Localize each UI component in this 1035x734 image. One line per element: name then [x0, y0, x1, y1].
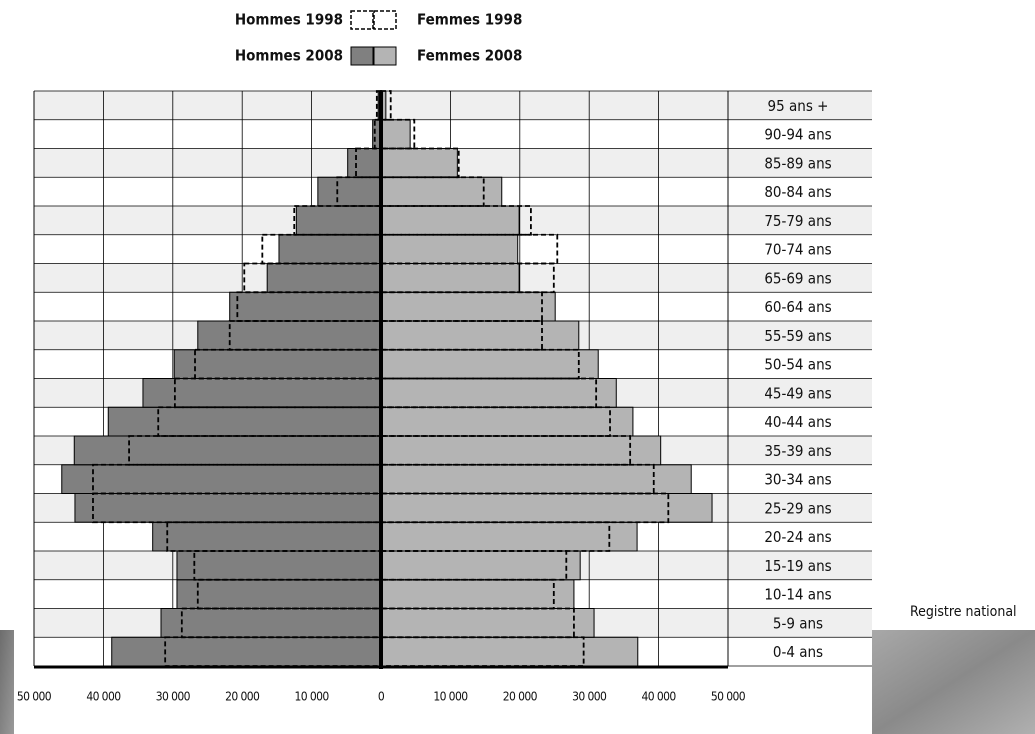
- bar: [380, 349, 599, 379]
- bar: [380, 263, 520, 293]
- legend-swatch: [373, 10, 397, 30]
- x-tick-label: 20 000: [225, 690, 260, 704]
- bar: [347, 148, 382, 178]
- bar: [380, 493, 713, 523]
- bar: [173, 349, 382, 379]
- bar: [380, 579, 575, 609]
- bar: [111, 636, 382, 667]
- x-tick-label: 20 000: [503, 690, 538, 704]
- category-label: 85-89 ans: [764, 154, 831, 172]
- row-band: [34, 119, 872, 149]
- bar: [380, 234, 519, 264]
- bar: [380, 521, 638, 552]
- bar: [229, 291, 382, 322]
- category-label: 90-94 ans: [764, 126, 831, 144]
- category-label: 65-69 ans: [764, 269, 831, 287]
- legend-label: Femmes 1998: [417, 11, 522, 29]
- category-label: 15-19 ans: [764, 557, 831, 575]
- bar: [176, 579, 382, 609]
- decor-photo: [872, 630, 1035, 734]
- bar: [380, 205, 520, 236]
- x-tick-label: 30 000: [156, 690, 191, 704]
- category-label: 40-44 ans: [764, 413, 831, 431]
- x-tick-label: 50 000: [17, 690, 52, 704]
- x-tick-label: 40 000: [86, 690, 121, 704]
- x-tick-label: 30 000: [572, 690, 607, 704]
- category-label: 50-54 ans: [764, 356, 831, 374]
- category-label: 70-74 ans: [764, 241, 831, 259]
- bar: [380, 406, 634, 437]
- x-tick-label: 40 000: [642, 690, 677, 704]
- category-label: 30-34 ans: [764, 471, 831, 489]
- bar: [142, 378, 382, 408]
- bar: [197, 320, 382, 351]
- bar: [295, 205, 382, 236]
- bar: [380, 119, 411, 149]
- legend-label: Femmes 2008: [417, 47, 522, 65]
- bar: [317, 176, 382, 207]
- x-tick-label: 10 000: [433, 690, 468, 704]
- bar: [107, 406, 382, 437]
- category-label: 25-29 ans: [764, 499, 831, 517]
- bar: [152, 521, 382, 552]
- category-label: 95 ans +: [768, 97, 829, 115]
- bar: [380, 550, 581, 581]
- bar: [73, 435, 382, 466]
- bar: [380, 636, 639, 667]
- bar: [176, 550, 382, 581]
- category-label: 45-49 ans: [764, 384, 831, 402]
- bar: [266, 263, 382, 293]
- x-tick-label: 0: [378, 690, 385, 704]
- bar: [61, 464, 382, 494]
- source-note: Registre national: [910, 604, 1017, 620]
- row-band: [34, 91, 872, 120]
- bar: [278, 234, 382, 264]
- bar: [380, 435, 662, 466]
- decor-photo: [0, 630, 14, 734]
- category-label: 35-39 ans: [764, 442, 831, 460]
- bar: [74, 493, 382, 523]
- x-tick-label: 10 000: [295, 690, 330, 704]
- category-label: 55-59 ans: [764, 327, 831, 345]
- bar: [160, 608, 382, 638]
- legend-label: Hommes 1998: [235, 11, 343, 29]
- x-tick-label: 50 000: [711, 690, 746, 704]
- category-label: 75-79 ans: [764, 212, 831, 230]
- bar: [380, 291, 556, 322]
- category-label: 80-84 ans: [764, 183, 831, 201]
- legend-swatch: [373, 46, 397, 66]
- category-label: 5-9 ans: [773, 614, 823, 632]
- legend-swatch: [350, 46, 374, 66]
- bar: [380, 464, 692, 494]
- bar: [380, 148, 458, 178]
- legend-label: Hommes 2008: [235, 47, 343, 65]
- legend-swatch: [350, 10, 374, 30]
- category-label: 60-64 ans: [764, 298, 831, 316]
- category-label: 20-24 ans: [764, 528, 831, 546]
- bar: [380, 320, 580, 351]
- bar: [380, 608, 595, 638]
- category-label: 0-4 ans: [773, 643, 823, 661]
- bar: [380, 378, 617, 408]
- category-label: 10-14 ans: [764, 586, 831, 604]
